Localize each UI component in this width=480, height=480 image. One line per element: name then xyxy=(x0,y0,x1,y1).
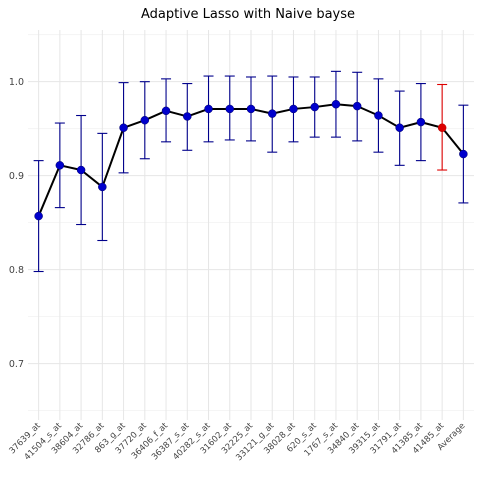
data-point xyxy=(246,104,256,114)
data-point xyxy=(374,111,383,120)
data-point xyxy=(331,99,341,109)
x-axis: 37639_at41504_s_at38604_at32786_at863_g_… xyxy=(7,421,467,464)
data-point xyxy=(140,115,150,125)
data-point xyxy=(395,123,404,132)
data-point xyxy=(352,101,362,111)
y-tick-label: 0.9 xyxy=(9,171,24,182)
chart-title: Adaptive Lasso with Naive bayse xyxy=(141,7,355,22)
data-point xyxy=(76,165,86,175)
data-point xyxy=(310,102,319,112)
data-point-highlight xyxy=(437,123,447,132)
data-point xyxy=(267,109,277,118)
data-point xyxy=(34,211,43,221)
data-point xyxy=(119,123,128,132)
data-point xyxy=(416,117,426,127)
data-point xyxy=(161,106,171,116)
y-tick-label: 0.7 xyxy=(9,359,24,370)
data-point xyxy=(98,182,107,192)
y-tick-label: 0.8 xyxy=(9,265,24,276)
y-tick-label: 1.0 xyxy=(9,77,24,88)
data-point xyxy=(289,104,298,114)
data-points xyxy=(34,99,468,221)
data-point xyxy=(459,149,468,159)
data-point xyxy=(183,112,192,121)
data-point xyxy=(225,104,235,114)
data-point xyxy=(55,161,65,170)
y-axis: 0.7 0.8 0.9 1.0 xyxy=(9,77,24,370)
data-point xyxy=(204,104,213,114)
